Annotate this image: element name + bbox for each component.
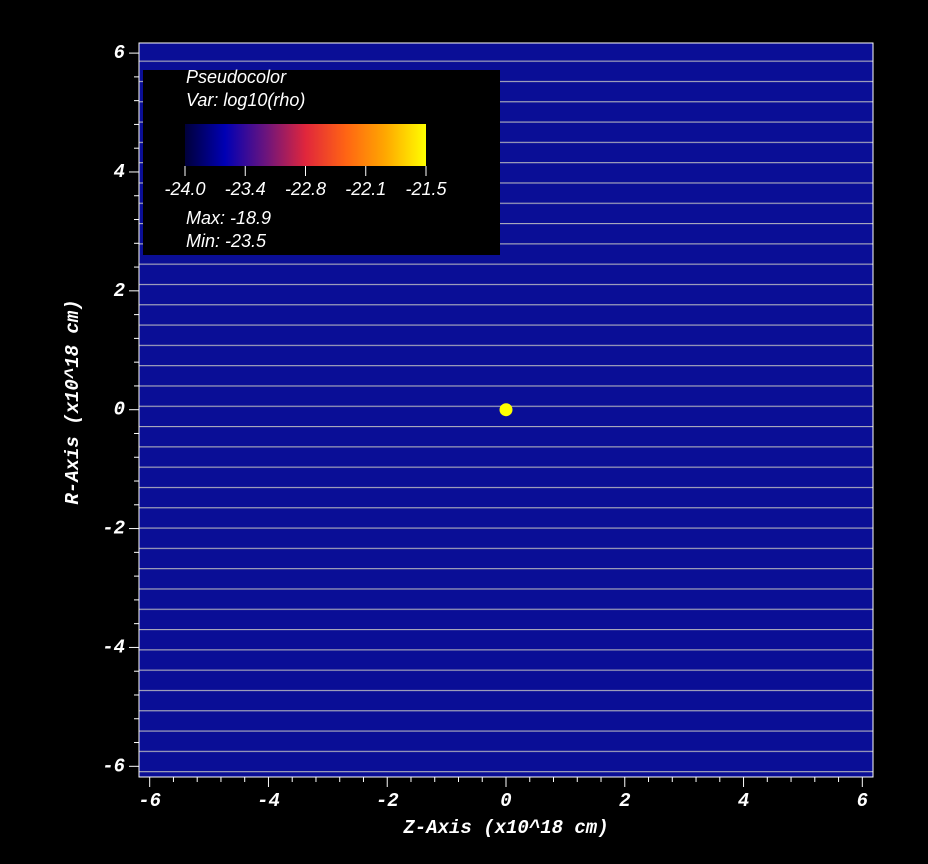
y-tick-label: -2 [102, 518, 125, 540]
x-tick-label: 2 [619, 790, 630, 812]
colorbar-tick-label: -23.4 [225, 179, 266, 199]
y-tick-label: 2 [114, 280, 125, 302]
y-tick-label: 6 [114, 42, 125, 64]
x-tick-label: -2 [376, 790, 399, 812]
x-tick-label: 0 [500, 790, 511, 812]
x-tick-label: 4 [738, 790, 749, 812]
y-tick-label: 0 [114, 399, 125, 421]
legend-min: Min: -23.5 [186, 231, 267, 251]
y-tick-label: -6 [102, 755, 125, 777]
y-axis-label: R-Axis (x10^18 cm) [62, 299, 84, 504]
y-tick-label: -4 [102, 636, 125, 658]
x-tick-label: -6 [138, 790, 161, 812]
legend-max: Max: -18.9 [186, 208, 271, 228]
hot-spot [499, 403, 513, 417]
x-tick-label: -4 [257, 790, 280, 812]
colorbar-tick-label: -22.8 [285, 179, 326, 199]
x-axis-label: Z-Axis (x10^18 cm) [402, 817, 608, 839]
legend: Pseudocolor Var: log10(rho) Max: -18.9 M… [143, 67, 500, 255]
colorbar-tick-label: -22.1 [345, 179, 386, 199]
colorbar-tick-label: -24.0 [164, 179, 205, 199]
colorbar [185, 124, 426, 166]
legend-variable: Var: log10(rho) [186, 90, 305, 110]
colorbar-tick-label: -21.5 [405, 179, 447, 199]
legend-title: Pseudocolor [186, 67, 287, 87]
x-tick-label: 6 [857, 790, 868, 812]
y-tick-label: 4 [114, 161, 125, 183]
